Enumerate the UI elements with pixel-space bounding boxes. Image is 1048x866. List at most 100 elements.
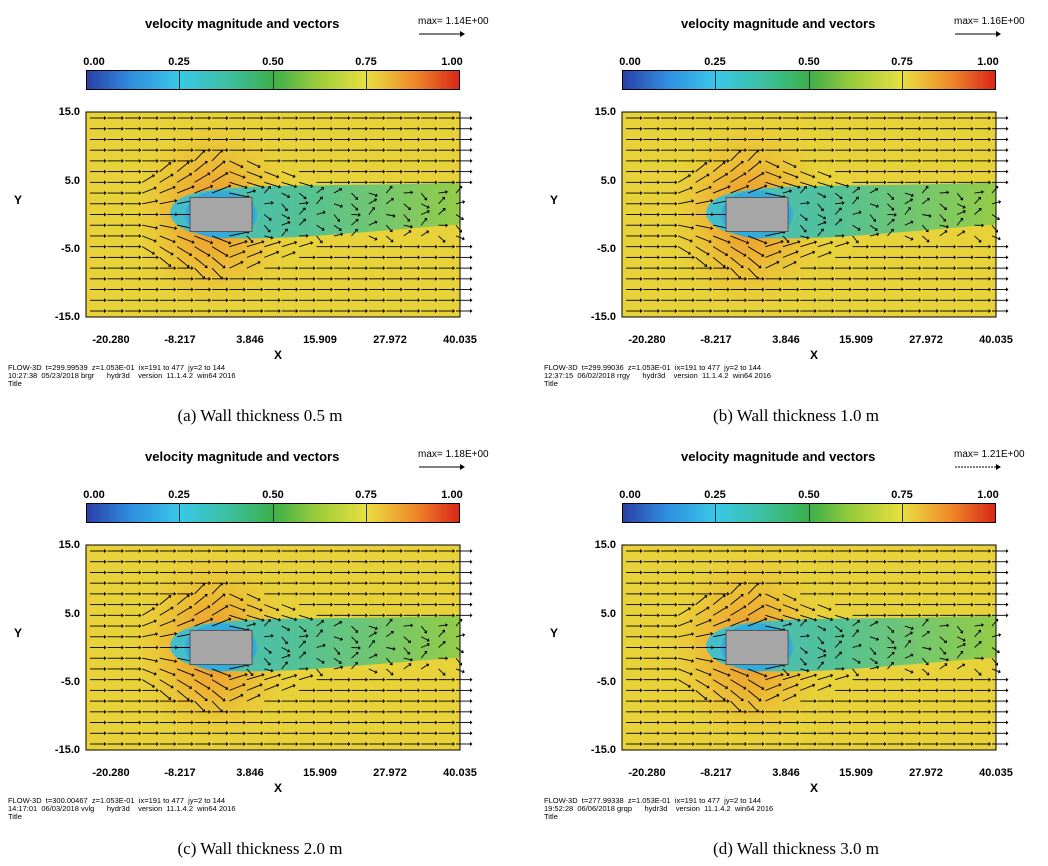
velocity-vector (438, 198, 444, 205)
vector-head (153, 671, 157, 676)
vector-head (727, 276, 730, 281)
vector-head (866, 677, 870, 682)
vector-head (374, 670, 378, 674)
y-tick-label: -15.0 (590, 744, 616, 756)
vector-head (814, 549, 817, 553)
vector-head (831, 742, 835, 746)
vector-head (890, 196, 895, 200)
velocity-vector (281, 230, 287, 237)
vector-head (657, 688, 660, 693)
velocity-vector (800, 202, 808, 205)
vector-head (295, 276, 299, 281)
vector-head (1006, 591, 1009, 596)
vector-head (755, 149, 759, 153)
velocity-vector (159, 235, 174, 242)
velocity-vector (712, 619, 729, 627)
vector-head (981, 623, 984, 628)
vector-head (709, 549, 713, 553)
vector-head (640, 634, 643, 639)
vector-head (779, 570, 782, 575)
vector-head (944, 663, 948, 667)
vector-head (172, 618, 176, 623)
vector-head (988, 731, 992, 736)
vector-head (692, 549, 695, 553)
vector-head (918, 266, 922, 271)
vector-head (988, 688, 992, 693)
vector-head (470, 255, 473, 260)
velocity-vector (385, 235, 392, 241)
vector-head (257, 164, 261, 169)
footer-line: 12:37:15 06/02/2018 rrgy hydr3d version … (544, 371, 772, 380)
vector-head (758, 698, 762, 702)
velocity-vector (159, 633, 175, 638)
vector-head (796, 709, 800, 714)
velocity-vector (800, 181, 815, 188)
vector-head (382, 116, 386, 120)
velocity-vector (299, 181, 312, 187)
vector-head (426, 642, 430, 647)
vector-head (722, 264, 726, 268)
velocity-vector (438, 631, 444, 638)
velocity-field (85, 111, 473, 318)
vector-head (953, 169, 957, 174)
vector-head (988, 158, 992, 163)
velocity-vector (695, 257, 706, 266)
vector-head (778, 250, 782, 254)
plot-frame (621, 111, 997, 318)
vector-head (138, 223, 142, 228)
vector-head (208, 276, 212, 281)
vector-head (400, 158, 403, 163)
vector-head (121, 276, 124, 281)
vector-head (156, 137, 159, 142)
velocity-vector (385, 224, 392, 231)
vector-head (156, 276, 159, 281)
vector-head (779, 559, 782, 564)
vector-head (674, 298, 678, 303)
vector-head (365, 116, 368, 120)
vector-head (691, 225, 695, 230)
vector-head (795, 250, 799, 255)
velocity-vector (281, 636, 287, 643)
vector-head (191, 618, 195, 622)
vector-head (138, 191, 142, 196)
vector-head (740, 593, 744, 598)
velocity-vector (869, 636, 877, 640)
vector-head (764, 673, 768, 678)
x-axis-label: X (274, 781, 283, 795)
vector-head (470, 591, 473, 596)
vector-head (348, 742, 351, 746)
vector-head (156, 709, 159, 714)
footer-line: FLOW-3D t=299.99539 z=1.053E-01 ix=191 t… (8, 363, 226, 372)
vector-head (389, 229, 393, 233)
vector-head (740, 697, 744, 702)
vector-head (884, 126, 887, 131)
obstacle-block (725, 630, 789, 665)
velocity-vector (765, 684, 780, 691)
vector-head (901, 570, 904, 575)
velocity-vector (939, 647, 945, 654)
vector-head (470, 158, 473, 163)
velocity-vector (800, 235, 808, 239)
velocity-vector (194, 162, 206, 172)
velocity-vector (333, 203, 341, 207)
vector-head (744, 148, 748, 153)
vector-head (691, 199, 695, 204)
vector-head (228, 617, 232, 622)
velocity-vector (869, 234, 877, 237)
vector-head (855, 240, 859, 244)
vector-head (866, 116, 870, 120)
vector-head (674, 602, 678, 607)
vector-head (936, 116, 939, 120)
velocity-vector (194, 619, 211, 627)
vector-head (330, 720, 334, 725)
velocity-vector (316, 235, 322, 242)
vector-head (918, 298, 922, 303)
vector-head (365, 148, 368, 153)
vector-head (640, 699, 643, 704)
vector-head (260, 742, 264, 746)
velocity-vector (420, 192, 426, 199)
velocity-vector (799, 187, 806, 194)
vector-head (138, 116, 142, 120)
vector-head (988, 309, 992, 313)
vector-head (918, 709, 922, 714)
